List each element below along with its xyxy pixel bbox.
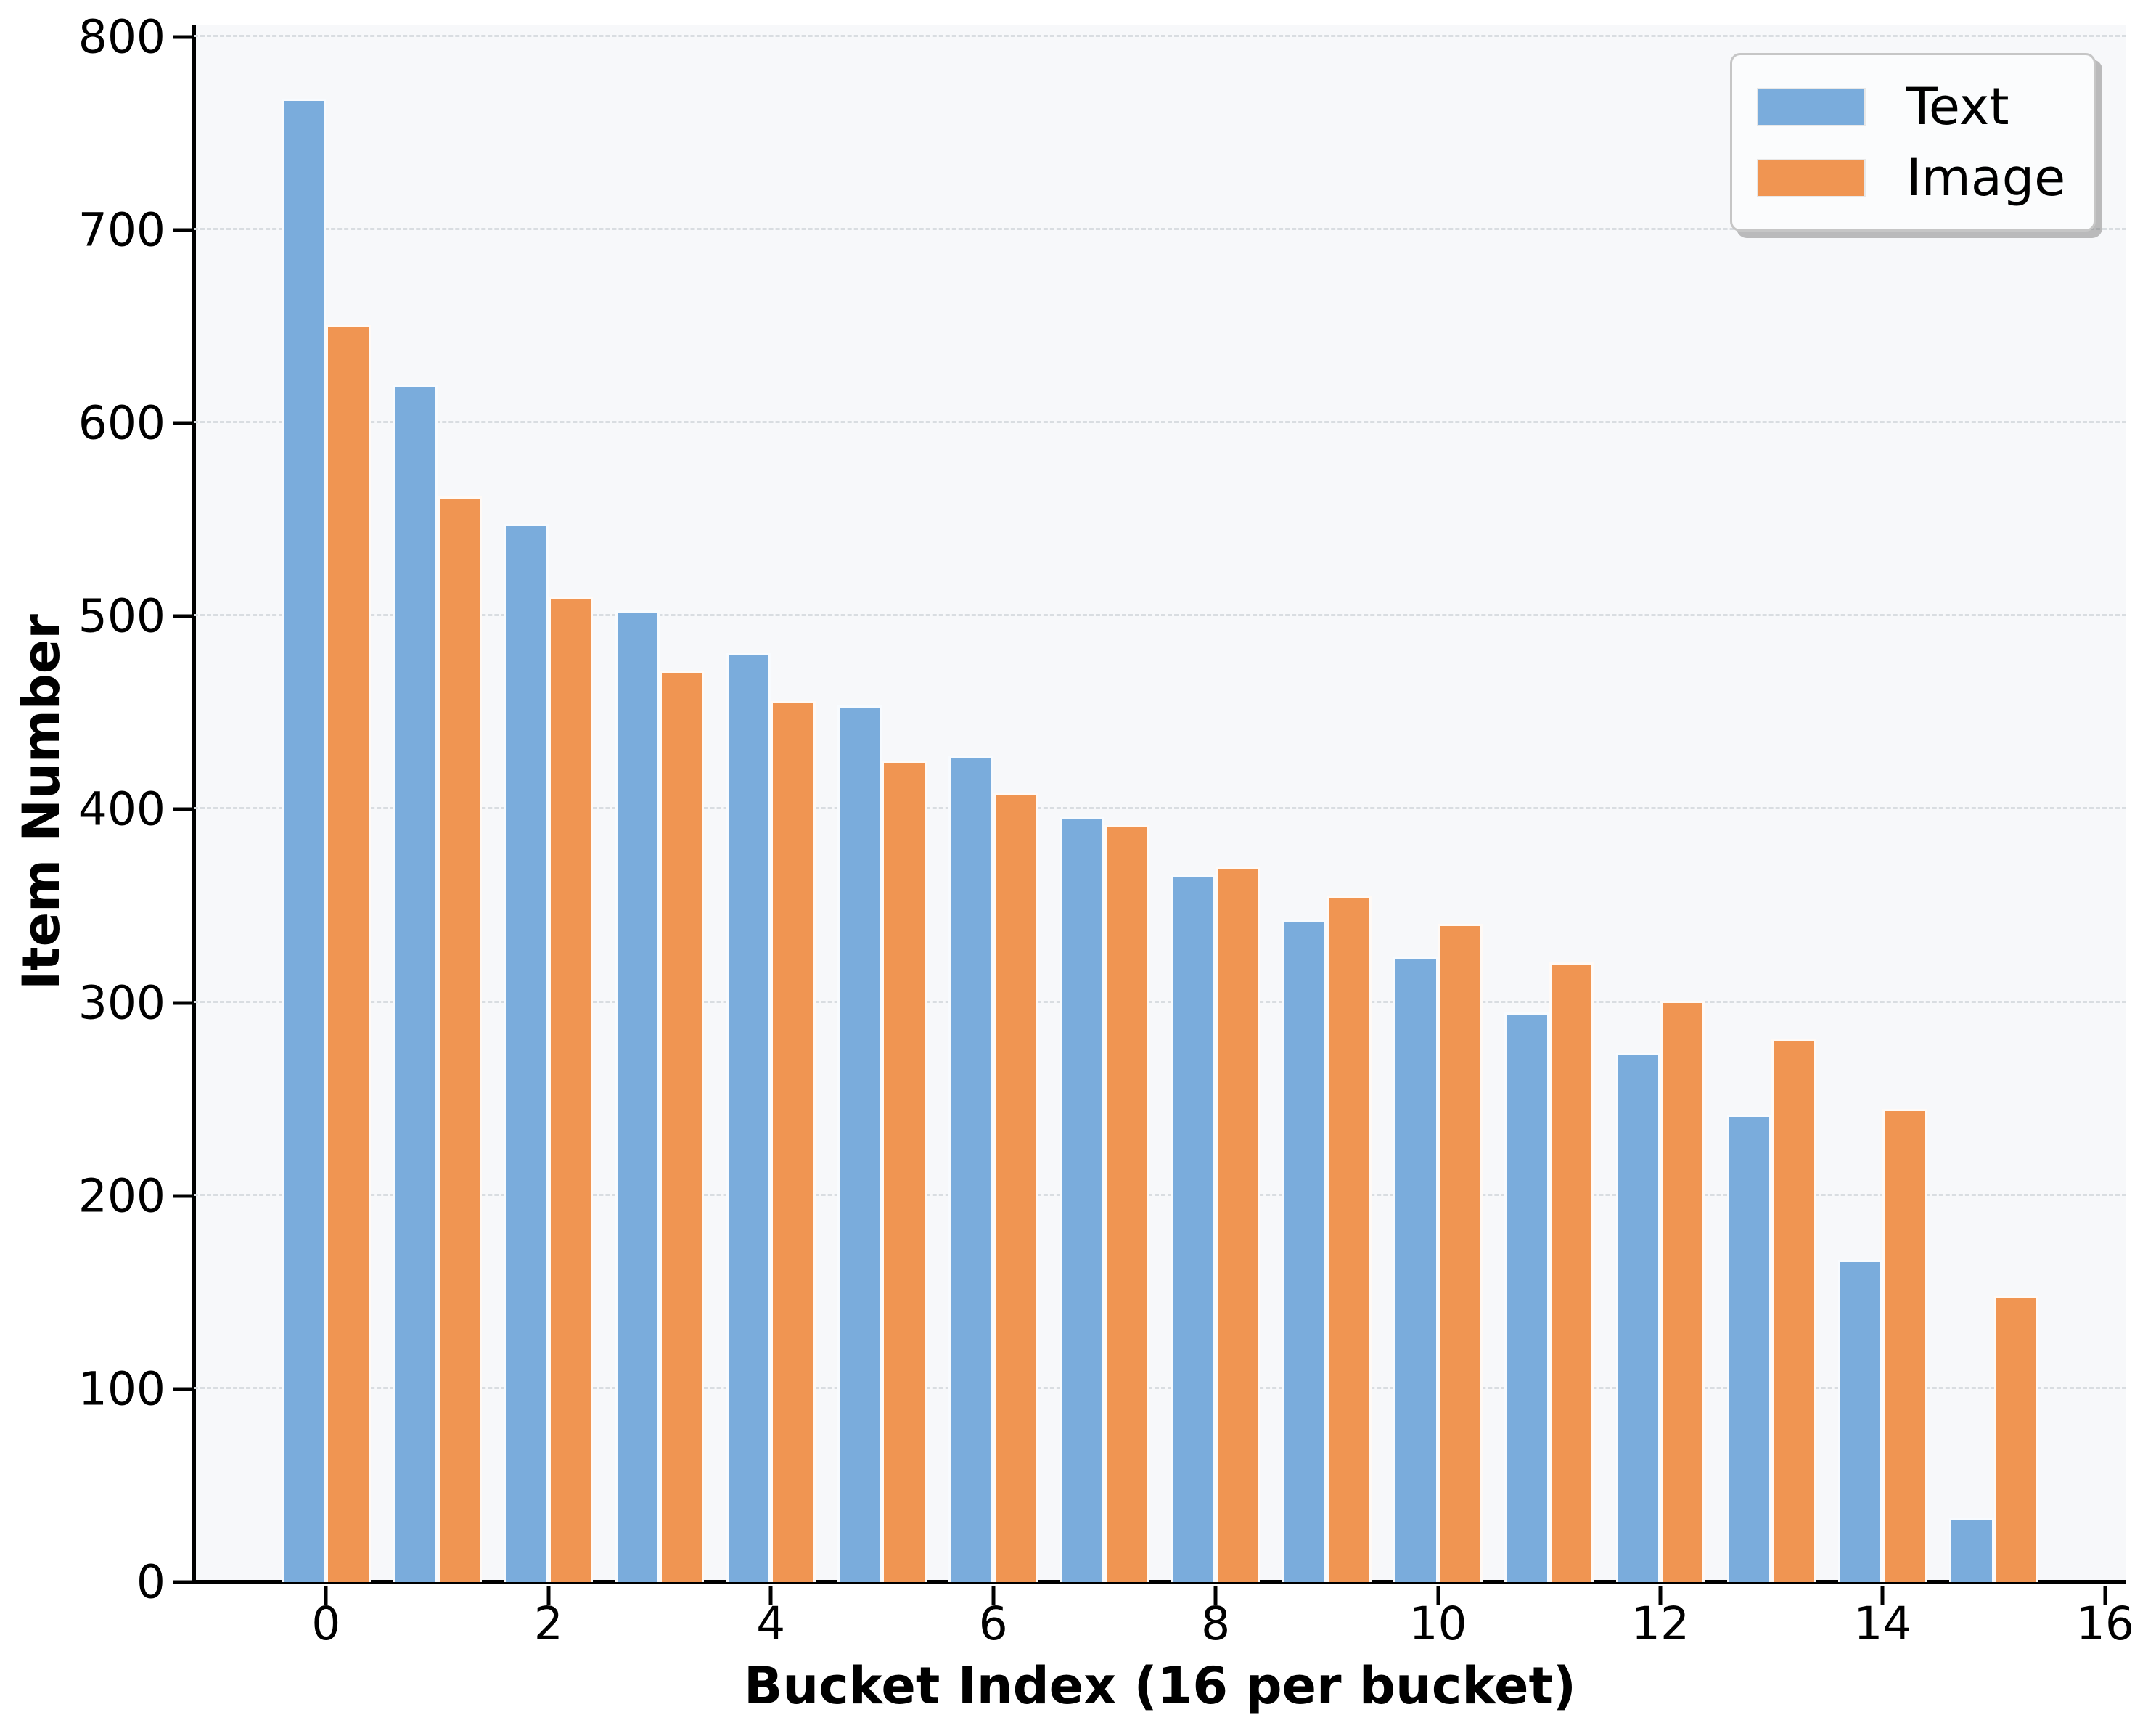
gridline-500 — [194, 614, 2126, 617]
x-tick-label-8: 8 — [1201, 1597, 1231, 1650]
x-tick-label-10: 10 — [1409, 1597, 1467, 1650]
y-tick-mark-500 — [173, 614, 192, 618]
x-tick-mark-10 — [1436, 1586, 1440, 1605]
bar-text-9 — [1282, 920, 1327, 1582]
x-tick-mark-8 — [1213, 1586, 1218, 1605]
y-tick-label-0: 0 — [136, 1555, 165, 1609]
bar-image-12 — [1660, 1000, 1705, 1582]
gridline-800 — [194, 34, 2126, 37]
gridline-100 — [194, 1386, 2126, 1389]
gridline-200 — [194, 1193, 2126, 1196]
bar-image-11 — [1549, 962, 1594, 1582]
bar-text-0 — [282, 99, 327, 1582]
bar-text-1 — [393, 385, 438, 1582]
x-tick-mark-16 — [2103, 1586, 2107, 1605]
x-tick-label-16: 16 — [2075, 1597, 2134, 1650]
bar-text-5 — [837, 705, 882, 1582]
x-tick-label-6: 6 — [978, 1597, 1008, 1650]
legend-label-image: Image — [1906, 148, 2066, 208]
bar-image-15 — [1993, 1296, 2038, 1582]
bar-text-10 — [1393, 956, 1438, 1582]
y-tick-mark-800 — [173, 35, 192, 39]
y-tick-mark-700 — [173, 228, 192, 232]
y-axis-spine — [192, 25, 196, 1584]
y-tick-mark-0 — [173, 1580, 192, 1584]
y-tick-labels: 0 100 200 300 400 500 600 700 800 — [0, 14, 165, 1605]
bar-text-15 — [1949, 1518, 1994, 1582]
bar-text-7 — [1059, 817, 1104, 1582]
gridline-700 — [194, 228, 2126, 231]
y-tick-mark-400 — [173, 807, 192, 811]
y-tick-label-100: 100 — [78, 1362, 165, 1416]
x-tick-label-0: 0 — [311, 1597, 341, 1650]
y-tick-label-500: 500 — [78, 589, 165, 643]
y-tick-mark-300 — [173, 1001, 192, 1005]
x-axis-spine — [192, 1580, 2126, 1584]
y-tick-label-700: 700 — [78, 203, 165, 257]
x-tick-mark-6 — [991, 1586, 996, 1605]
x-axis-label: Bucket Index (16 per bucket) — [744, 1656, 1576, 1716]
text-series-swatch — [1757, 87, 1866, 126]
bar-image-7 — [1104, 824, 1149, 1582]
y-axis-label: Item Number — [12, 614, 71, 990]
bar-image-14 — [1882, 1108, 1927, 1582]
legend-item-text: Text — [1757, 81, 2069, 132]
y-tick-mark-100 — [173, 1387, 192, 1391]
gridline-600 — [194, 421, 2126, 424]
bar-text-14 — [1838, 1259, 1883, 1582]
x-tick-labels: 0 2 4 6 8 10 12 14 16 — [194, 1597, 2134, 1659]
gridline-300 — [194, 1000, 2126, 1003]
x-tick-mark-4 — [768, 1586, 773, 1605]
bar-image-10 — [1438, 923, 1483, 1582]
gridline-400 — [194, 807, 2126, 810]
image-series-swatch — [1757, 158, 1866, 197]
bar-text-6 — [948, 755, 993, 1582]
bar-image-3 — [660, 670, 705, 1582]
bar-text-4 — [726, 652, 771, 1582]
x-tick-label-12: 12 — [1631, 1597, 1690, 1650]
y-tick-mark-200 — [173, 1194, 192, 1198]
bar-text-11 — [1504, 1012, 1549, 1582]
legend: Text Image — [1730, 53, 2096, 232]
bar-image-1 — [437, 496, 482, 1582]
bar-image-6 — [993, 792, 1038, 1582]
y-tick-label-800: 800 — [78, 10, 165, 64]
x-tick-mark-14 — [1880, 1586, 1885, 1605]
bar-image-0 — [326, 324, 371, 1582]
bar-text-12 — [1615, 1052, 1660, 1582]
legend-label-text: Text — [1906, 77, 2009, 136]
x-tick-mark-12 — [1658, 1586, 1663, 1605]
x-tick-label-2: 2 — [533, 1597, 563, 1650]
bar-text-3 — [615, 610, 660, 1582]
y-tick-mark-600 — [173, 421, 192, 425]
plot-area — [173, 25, 2126, 1605]
bar-image-4 — [771, 701, 816, 1582]
bar-text-2 — [504, 523, 549, 1582]
x-tick-label-14: 14 — [1853, 1597, 1912, 1650]
bar-image-5 — [882, 761, 927, 1582]
y-tick-label-300: 300 — [78, 976, 165, 1030]
bar-image-9 — [1327, 896, 1372, 1582]
bar-image-2 — [548, 597, 594, 1582]
bar-image-13 — [1771, 1039, 1816, 1582]
x-tick-label-4: 4 — [756, 1597, 786, 1650]
bar-image-8 — [1216, 867, 1261, 1582]
x-tick-mark-2 — [546, 1586, 551, 1605]
bar-text-8 — [1171, 875, 1216, 1582]
x-tick-mark-0 — [324, 1586, 328, 1605]
y-tick-label-200: 200 — [78, 1169, 165, 1223]
y-tick-label-400: 400 — [78, 782, 165, 836]
legend-item-image: Image — [1757, 152, 2069, 203]
bar-text-13 — [1726, 1114, 1772, 1582]
y-tick-label-600: 600 — [78, 396, 165, 450]
